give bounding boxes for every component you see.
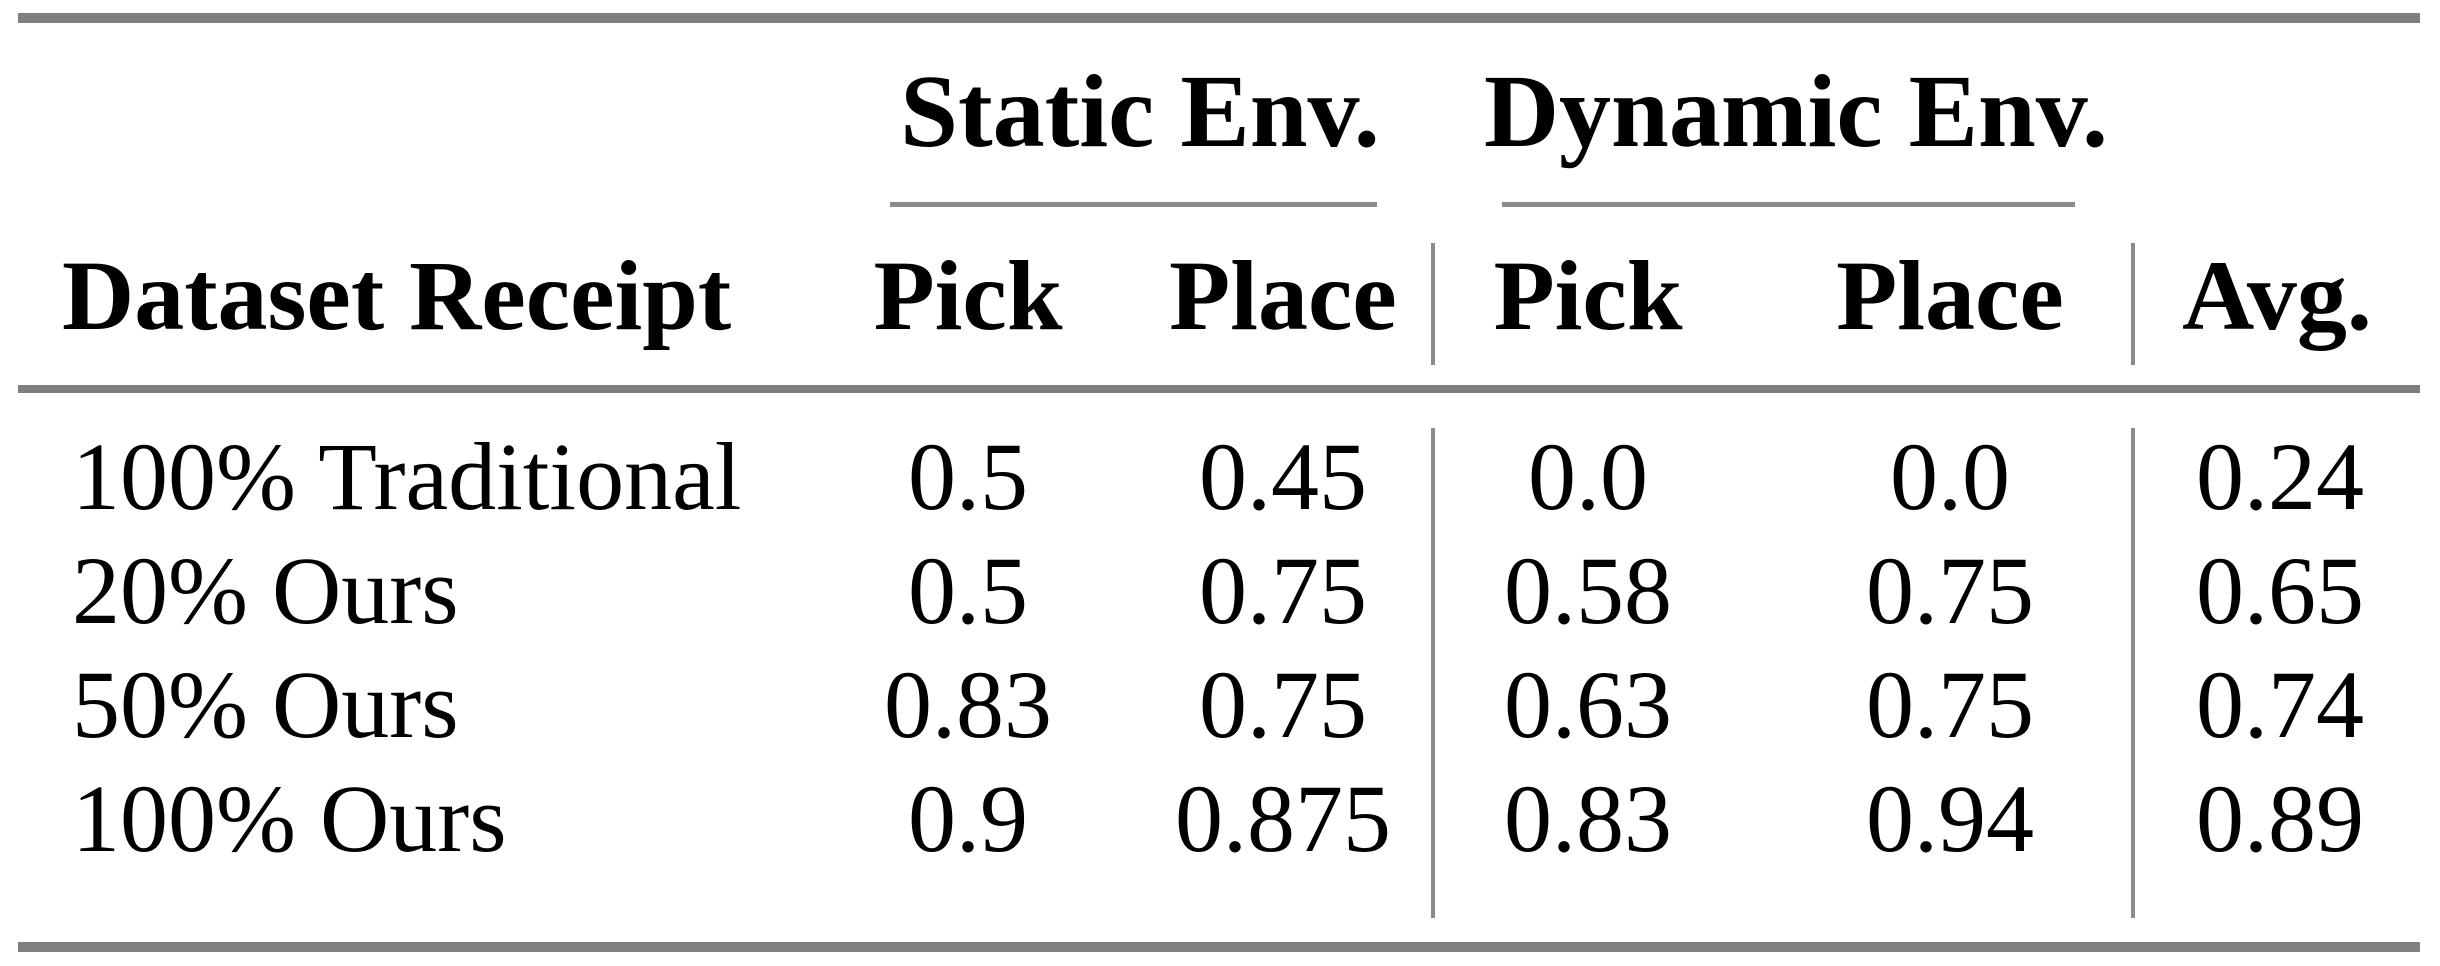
cell-dynamic-place: 0.75 bbox=[1866, 537, 2034, 644]
cell-dynamic-place: 0.0 bbox=[1890, 423, 2010, 530]
static-env-cmidrule bbox=[890, 202, 1377, 207]
cell-static-place: 0.75 bbox=[1199, 651, 1367, 758]
column-header-dynamic-pick: Pick bbox=[1493, 240, 1683, 351]
cell-static-pick: 0.5 bbox=[908, 537, 1028, 644]
body-separator-avg bbox=[2131, 428, 2135, 918]
header-midrule bbox=[18, 385, 2420, 393]
cell-static-pick: 0.9 bbox=[908, 765, 1028, 872]
cell-dynamic-place: 0.75 bbox=[1866, 651, 2034, 758]
column-header-avg: Avg. bbox=[2182, 240, 2372, 351]
cell-avg: 0.74 bbox=[2196, 651, 2364, 758]
column-header-static-pick: Pick bbox=[873, 240, 1063, 351]
cell-static-pick: 0.83 bbox=[884, 651, 1052, 758]
row-label: 50% Ours bbox=[72, 651, 459, 758]
cell-avg: 0.24 bbox=[2196, 423, 2364, 530]
row-label: 20% Ours bbox=[72, 537, 459, 644]
column-header-dynamic-place: Place bbox=[1836, 240, 2064, 351]
column-header-static-place: Place bbox=[1169, 240, 1397, 351]
cell-dynamic-pick: 0.0 bbox=[1528, 423, 1648, 530]
group-header-static-env: Static Env. bbox=[900, 54, 1380, 169]
cell-dynamic-pick: 0.83 bbox=[1504, 765, 1672, 872]
header-separator-static-dynamic bbox=[1431, 243, 1435, 365]
body-separator-static-dynamic bbox=[1431, 428, 1435, 918]
cell-static-pick: 0.5 bbox=[908, 423, 1028, 530]
dynamic-env-cmidrule bbox=[1502, 202, 2075, 207]
cell-static-place: 0.875 bbox=[1175, 765, 1391, 872]
top-rule bbox=[18, 13, 2420, 23]
cell-static-place: 0.45 bbox=[1199, 423, 1367, 530]
row-label: 100% Ours bbox=[72, 765, 507, 872]
group-header-dynamic-env: Dynamic Env. bbox=[1483, 54, 2109, 169]
cell-dynamic-pick: 0.63 bbox=[1504, 651, 1672, 758]
cell-dynamic-pick: 0.58 bbox=[1504, 537, 1672, 644]
cell-avg: 0.65 bbox=[2196, 537, 2364, 644]
column-header-dataset-receipt: Dataset Receipt bbox=[62, 240, 732, 351]
bottom-rule bbox=[18, 942, 2420, 952]
cell-avg: 0.89 bbox=[2196, 765, 2364, 872]
header-separator-avg bbox=[2131, 243, 2135, 365]
cell-static-place: 0.75 bbox=[1199, 537, 1367, 644]
cell-dynamic-place: 0.94 bbox=[1866, 765, 2034, 872]
row-label: 100% Traditional bbox=[72, 423, 742, 530]
